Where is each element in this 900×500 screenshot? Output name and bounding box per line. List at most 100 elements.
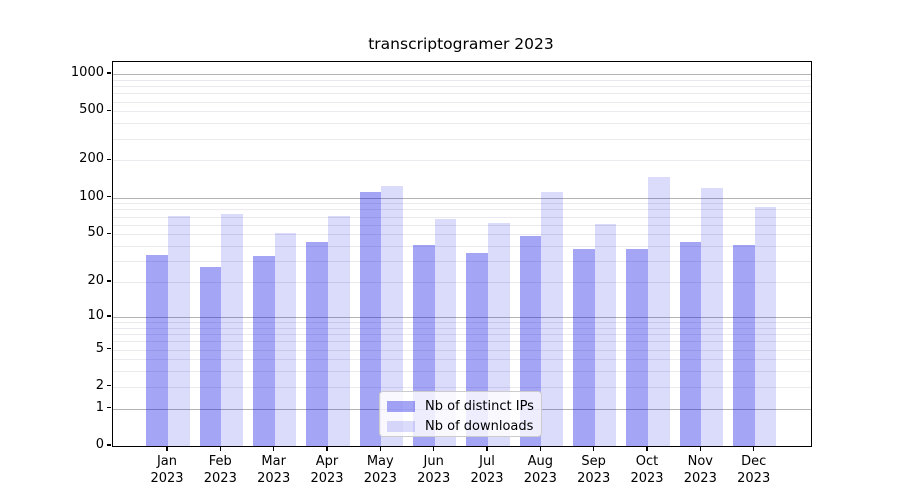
y-axis-tick <box>106 232 111 234</box>
gridline-minor <box>113 359 811 361</box>
x-tick-label-year: 2023 <box>310 471 344 486</box>
x-axis-tick <box>646 446 648 451</box>
y-tick-label: 1 <box>95 399 104 415</box>
gridline-minor <box>113 341 811 343</box>
gridline-major <box>113 316 811 318</box>
gridline-minor <box>113 216 811 218</box>
gridline-major <box>113 197 811 199</box>
x-tick-label: Mar 2023 <box>234 453 314 487</box>
x-tick-label: Nov 2023 <box>660 453 740 487</box>
y-tick-label: 2 <box>95 377 104 393</box>
y-axis-tick <box>106 385 111 387</box>
x-tick-label: Sep 2023 <box>554 453 634 487</box>
bar-downloads-jun <box>434 218 457 446</box>
gridline-minor <box>113 111 811 113</box>
gridline-minor <box>113 246 811 247</box>
x-tick-label-year: 2023 <box>470 471 504 486</box>
x-tick-label-month: Jan <box>156 454 178 469</box>
bar-downloads-aug <box>541 191 563 446</box>
legend-label-downloads: Nb of downloads <box>425 418 534 434</box>
x-axis-tick <box>379 446 381 451</box>
gridline-minor <box>113 224 811 226</box>
y-axis-tick <box>106 407 111 409</box>
x-axis-tick <box>699 446 701 451</box>
bar-downloads-jul <box>488 222 510 446</box>
gridline-minor <box>113 86 811 87</box>
y-tick-label: 5 <box>95 340 104 356</box>
legend-swatch-downloads <box>387 420 415 432</box>
bar-distinct-ips-feb <box>199 266 222 446</box>
gridline-major <box>113 74 811 75</box>
x-tick-label: Aug 2023 <box>500 453 580 487</box>
x-tick-label-month: Feb <box>208 454 232 469</box>
x-axis-tick <box>753 446 755 451</box>
y-axis-tick <box>106 315 111 317</box>
y-tick-label: 500 <box>79 102 104 118</box>
bar-distinct-ips-may <box>359 191 382 446</box>
bar-distinct-ips-oct <box>626 248 648 446</box>
y-tick-label: 10 <box>87 307 104 323</box>
gridline-minor <box>113 334 811 335</box>
y-axis-tick <box>106 347 111 350</box>
y-tick-label: 1000 <box>70 65 104 80</box>
x-tick-label: May 2023 <box>340 453 420 487</box>
x-tick-label: Apr 2023 <box>287 453 367 487</box>
x-tick-label: Jul 2023 <box>447 453 527 487</box>
gridline-minor <box>113 203 811 205</box>
y-tick-label: 100 <box>79 188 104 204</box>
x-tick-label-month: Apr <box>315 454 339 469</box>
x-tick-label-year: 2023 <box>630 471 664 486</box>
x-axis-tick <box>273 446 275 451</box>
gridline-minor <box>113 322 811 323</box>
legend-item-distinct-ips: Nb of distinct IPs <box>387 397 541 415</box>
x-tick-label-month: Mar <box>261 454 286 469</box>
x-tick-label-year: 2023 <box>737 471 771 486</box>
chart-title: transcriptogramer 2023 <box>368 35 554 53</box>
y-tick-label: 0 <box>95 437 104 452</box>
x-tick-label: Jan 2023 <box>127 453 207 487</box>
gridline-minor <box>113 93 811 95</box>
x-tick-label-year: 2023 <box>417 471 451 486</box>
gridline-minor <box>113 261 811 263</box>
x-tick-label-month: Jun <box>423 454 444 469</box>
y-tick-label: 50 <box>87 225 104 241</box>
y-axis-tick <box>106 280 111 282</box>
x-axis-tick <box>219 446 221 451</box>
bar-distinct-ips-sep <box>573 248 595 446</box>
x-tick-label-month: May <box>366 454 394 469</box>
x-axis-tick <box>593 446 595 451</box>
gridline-minor <box>113 79 811 81</box>
gridline-minor <box>113 282 811 284</box>
gridline-minor <box>113 234 811 236</box>
y-axis-tick <box>106 195 111 198</box>
x-tick-label: Jun 2023 <box>394 453 474 487</box>
x-tick-label-year: 2023 <box>203 471 237 486</box>
bar-downloads-dec <box>754 206 777 446</box>
gridline-minor <box>113 349 811 351</box>
legend-swatch-distinct-ips <box>387 400 415 412</box>
x-axis-tick <box>326 446 328 451</box>
y-tick-label: 200 <box>79 151 104 167</box>
bar-downloads-oct <box>648 176 670 446</box>
x-tick-label: Oct 2023 <box>607 453 687 487</box>
x-tick-label: Dec 2023 <box>714 453 794 487</box>
gridline-minor <box>113 327 811 329</box>
x-tick-label-month: Dec <box>741 454 767 469</box>
x-axis-tick <box>433 446 435 451</box>
bar-distinct-ips-apr <box>306 242 328 446</box>
bar-downloads-nov <box>701 187 723 446</box>
x-axis-tick <box>539 446 541 451</box>
x-tick-label-month: Sep <box>581 454 606 469</box>
x-tick-label: Feb 2023 <box>180 453 260 487</box>
y-axis-tick <box>106 444 111 446</box>
legend-label-distinct-ips: Nb of distinct IPs <box>425 398 534 414</box>
bar-downloads-mar <box>274 233 297 446</box>
x-tick-label-month: Jul <box>479 454 495 469</box>
x-tick-label-year: 2023 <box>683 471 717 486</box>
x-axis-tick <box>166 446 168 451</box>
y-tick-label: 20 <box>87 273 104 289</box>
bar-distinct-ips-nov <box>679 242 702 446</box>
x-tick-label-year: 2023 <box>523 471 557 486</box>
bar-downloads-sep <box>594 223 617 446</box>
